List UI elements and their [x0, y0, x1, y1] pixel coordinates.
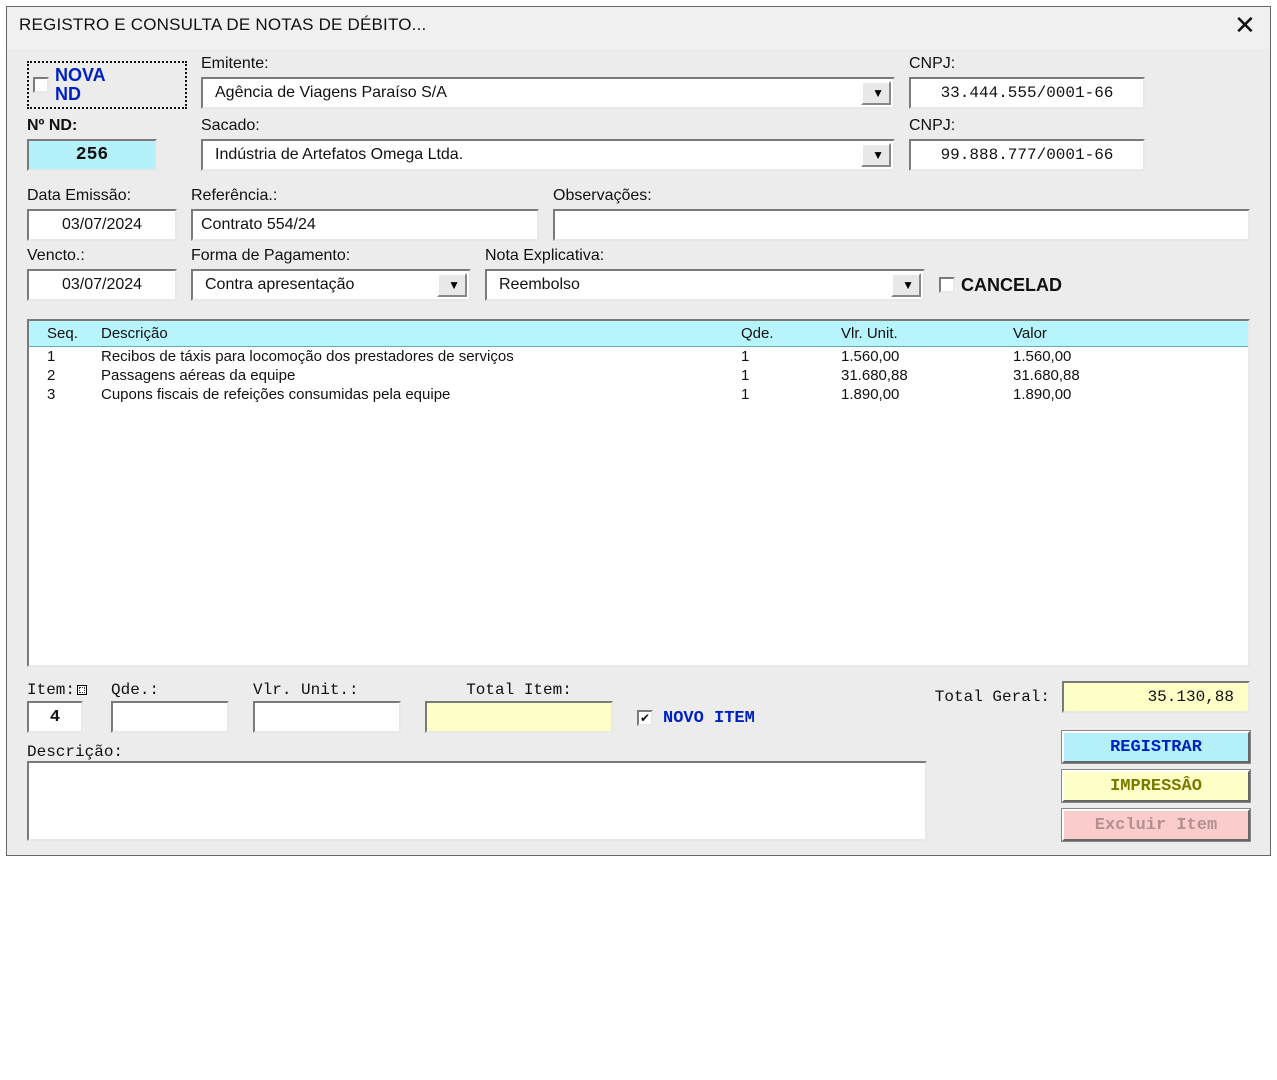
grid-header-seq: Seq.: [29, 325, 97, 342]
sacado-select[interactable]: Indústria de Artefatos Omega Ltda. ▼: [201, 139, 895, 171]
novo-item-checkbox[interactable]: ✔: [637, 710, 653, 726]
items-grid[interactable]: Seq. Descrição Qde. Vlr. Unit. Valor 1Re…: [27, 319, 1250, 667]
sacado-value: Indústria de Artefatos Omega Ltda.: [215, 146, 463, 164]
nova-nd-checkbox[interactable]: [33, 77, 49, 93]
forma-pag-value: Contra apresentação: [205, 276, 354, 294]
cell-qde: 1: [741, 348, 841, 365]
data-emissao-value: 03/07/2024: [62, 216, 142, 234]
nova-nd-label: NOVA ND: [55, 66, 106, 104]
nova-nd-line1: NOVA: [55, 66, 106, 85]
cell-descricao: Recibos de táxis para locomoção dos pres…: [97, 348, 741, 365]
cell-seq: 3: [29, 386, 97, 403]
emitente-select[interactable]: Agência de Viagens Paraíso S/A ▼: [201, 77, 895, 109]
cancelado-label: CANCELAD: [961, 275, 1062, 296]
no-nd-value: 256: [76, 145, 108, 165]
table-row[interactable]: 1Recibos de táxis para locomoção dos pre…: [29, 347, 1248, 366]
cell-valor: 31.680,88: [1013, 367, 1191, 384]
cell-unit: 1.560,00: [841, 348, 1013, 365]
table-row[interactable]: 3Cupons fiscais de refeições consumidas …: [29, 385, 1248, 404]
qde-label: Qde.:: [111, 681, 229, 699]
referencia-field[interactable]: Contrato 554/24: [191, 209, 539, 241]
nova-nd-toggle[interactable]: NOVA ND: [27, 61, 187, 109]
table-row[interactable]: 2Passagens aéreas da equipe131.680,8831.…: [29, 366, 1248, 385]
vlr-unit-label: Vlr. Unit.:: [253, 681, 401, 699]
grid-header-unit: Vlr. Unit.: [841, 325, 1013, 342]
cell-unit: 31.680,88: [841, 367, 1013, 384]
forma-pag-label: Forma de Pagamento:: [191, 247, 471, 265]
cnpj-sacado-label: CNPJ:: [909, 117, 1145, 135]
cnpj-sacado-field[interactable]: 99.888.777/0001-66: [909, 139, 1145, 171]
vencto-field[interactable]: 03/07/2024: [27, 269, 177, 301]
cell-valor: 1.890,00: [1013, 386, 1191, 403]
cnpj-emitente-field[interactable]: 33.444.555/0001-66: [909, 77, 1145, 109]
registrar-button[interactable]: REGISTRAR: [1062, 731, 1250, 763]
forma-pag-select[interactable]: Contra apresentação ▼: [191, 269, 471, 301]
novo-item-toggle[interactable]: ✔ NOVO ITEM: [637, 703, 755, 733]
no-nd-label: Nº ND:: [27, 117, 187, 135]
nota-expl-value: Reembolso: [499, 276, 580, 294]
referencia-label: Referência.:: [191, 187, 539, 205]
no-nd-field[interactable]: 256: [27, 139, 157, 171]
excluir-item-button[interactable]: Excluir Item: [1062, 809, 1250, 841]
total-item-field: [425, 701, 613, 733]
chevron-down-icon: ▼: [902, 278, 914, 292]
cell-qde: 1: [741, 386, 841, 403]
close-icon[interactable]: ✕: [1234, 16, 1256, 34]
emitente-label: Emitente:: [201, 55, 895, 73]
nota-expl-select[interactable]: Reembolso ▼: [485, 269, 925, 301]
dialog-window: REGISTRO E CONSULTA DE NOTAS DE DÉBITO..…: [6, 6, 1271, 856]
cell-descricao: Cupons fiscais de refeições consumidas p…: [97, 386, 741, 403]
descricao-label: Descrição:: [27, 743, 927, 761]
titlebar: REGISTRO E CONSULTA DE NOTAS DE DÉBITO..…: [7, 7, 1270, 49]
data-emissao-field[interactable]: 03/07/2024: [27, 209, 177, 241]
cnpj-emitente-label: CNPJ:: [909, 55, 1145, 73]
vlr-unit-field[interactable]: [253, 701, 401, 733]
cell-seq: 1: [29, 348, 97, 365]
total-item-label: Total Item:: [425, 681, 613, 699]
cell-unit: 1.890,00: [841, 386, 1013, 403]
chevron-down-icon: ▼: [448, 278, 460, 292]
sacado-label: Sacado:: [201, 117, 895, 135]
cell-valor: 1.560,00: [1013, 348, 1191, 365]
observacoes-label: Observações:: [553, 187, 1250, 205]
nova-nd-line2: ND: [55, 85, 106, 104]
data-emissao-label: Data Emissão:: [27, 187, 177, 205]
descricao-field[interactable]: [27, 761, 927, 841]
total-geral-value: 35.130,88: [1148, 688, 1234, 706]
impressao-button[interactable]: IMPRESSÂO: [1062, 770, 1250, 802]
cnpj-emitente-value: 33.444.555/0001-66: [941, 84, 1114, 102]
referencia-value: Contrato 554/24: [201, 216, 316, 234]
qde-field[interactable]: [111, 701, 229, 733]
grid-header: Seq. Descrição Qde. Vlr. Unit. Valor: [29, 321, 1248, 347]
grid-header-valor: Valor: [1013, 325, 1191, 342]
cnpj-sacado-value: 99.888.777/0001-66: [941, 146, 1114, 164]
chevron-down-icon: ▼: [872, 86, 884, 100]
cell-descricao: Passagens aéreas da equipe: [97, 367, 741, 384]
cell-seq: 2: [29, 367, 97, 384]
grid-header-descricao: Descrição: [97, 325, 741, 342]
cancelado-toggle[interactable]: CANCELAD: [939, 269, 1062, 301]
window-title: REGISTRO E CONSULTA DE NOTAS DE DÉBITO..…: [19, 15, 426, 35]
cell-qde: 1: [741, 367, 841, 384]
item-label: Item:: [27, 681, 87, 699]
cancelado-checkbox[interactable]: [939, 277, 955, 293]
vencto-value: 03/07/2024: [62, 276, 142, 294]
vencto-label: Vencto.:: [27, 247, 177, 265]
total-geral-field: 35.130,88: [1062, 681, 1250, 713]
emitente-value: Agência de Viagens Paraíso S/A: [215, 84, 447, 102]
item-lookup-icon[interactable]: [77, 685, 87, 695]
nota-expl-label: Nota Explicativa:: [485, 247, 925, 265]
novo-item-label: NOVO ITEM: [663, 709, 755, 728]
item-value: 4: [50, 708, 60, 727]
chevron-down-icon: ▼: [872, 148, 884, 162]
grid-header-qde: Qde.: [741, 325, 841, 342]
item-field[interactable]: 4: [27, 701, 83, 733]
observacoes-field[interactable]: [553, 209, 1250, 241]
total-geral-label: Total Geral:: [935, 688, 1050, 706]
